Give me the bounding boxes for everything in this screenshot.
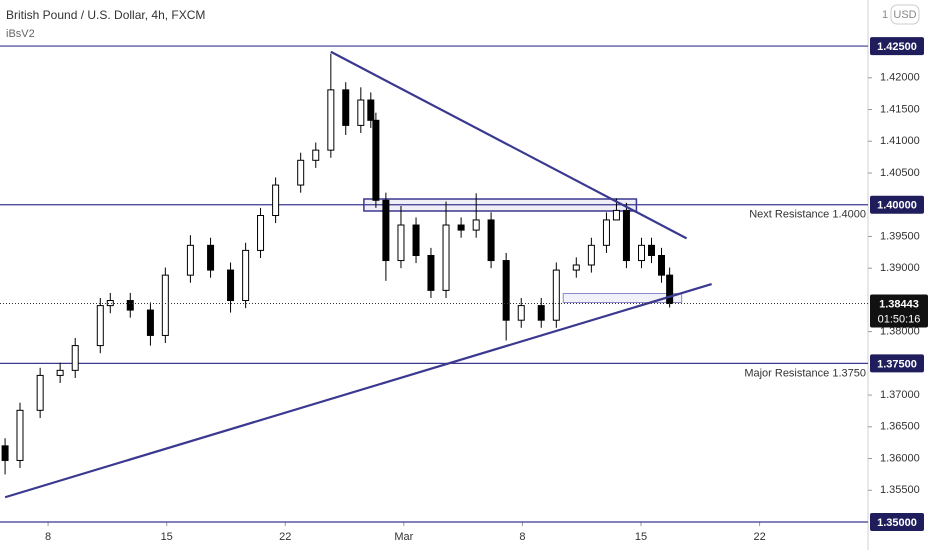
- candle-body: [517, 305, 525, 321]
- trendline: [330, 50, 688, 240]
- y-tick-label: 1.40500: [880, 167, 920, 179]
- y-tick-label: 1.41000: [880, 135, 920, 147]
- candle-body: [537, 305, 545, 321]
- level-label-box: [870, 37, 924, 56]
- candle-body: [272, 184, 280, 217]
- candle-body: [161, 274, 169, 336]
- candle-body: [602, 219, 610, 246]
- candle-body: [658, 254, 666, 276]
- candle-body: [312, 149, 320, 161]
- x-tick-label: 8: [519, 531, 525, 543]
- range-box: [363, 198, 638, 212]
- candle-body: [146, 309, 154, 336]
- x-tick-label: 22: [753, 531, 765, 543]
- candle-body: [106, 300, 114, 307]
- y-tick-label: 1.36500: [880, 421, 920, 433]
- candle-body: [367, 99, 375, 121]
- candle-body: [342, 89, 350, 126]
- candle-body: [227, 269, 235, 302]
- last-price-box: [870, 294, 928, 328]
- level-annotation: Next Resistance 1.4000: [749, 209, 866, 221]
- y-tick-label: 1.38000: [880, 326, 920, 338]
- level-label-box: [870, 513, 924, 531]
- y-tick-label: 1.39500: [880, 230, 920, 242]
- y-tick-label: 1.36000: [880, 452, 920, 464]
- y-tick-label: 1.37000: [880, 389, 920, 401]
- candle-body: [357, 99, 365, 126]
- x-tick-label: 8: [45, 531, 51, 543]
- scale-label: 1: [882, 9, 888, 21]
- candle-body: [638, 244, 646, 262]
- level-label: 1.40000: [877, 200, 917, 212]
- candle-body: [56, 369, 64, 376]
- candle-body: [412, 224, 420, 256]
- candle-body: [648, 244, 656, 256]
- x-tick-label: 15: [635, 531, 647, 543]
- x-tick-label: 22: [279, 531, 291, 543]
- candle-body: [186, 244, 194, 276]
- candle-body: [427, 254, 435, 291]
- currency-label[interactable]: USD: [893, 9, 916, 21]
- candle-body: [1, 445, 9, 461]
- level-label-box: [870, 195, 924, 214]
- candle-body: [327, 89, 335, 151]
- candle-body: [442, 224, 450, 291]
- y-tick-label: 1.42000: [880, 72, 920, 84]
- candle-body: [502, 260, 510, 321]
- candle-body: [397, 224, 405, 262]
- level-label: 1.42500: [877, 41, 917, 53]
- last-price-label: 1.38443: [879, 298, 919, 310]
- candle-body: [622, 209, 630, 262]
- candle-body: [472, 219, 480, 231]
- y-tick-label: 1.41500: [880, 103, 920, 115]
- candle-body: [457, 224, 465, 231]
- level-label: 1.37500: [877, 358, 917, 370]
- candle-body: [552, 269, 560, 321]
- candle-body: [587, 244, 595, 266]
- candle-body: [207, 244, 215, 271]
- candle-body: [96, 305, 104, 347]
- candle-body: [36, 374, 44, 411]
- candle-body: [126, 300, 134, 311]
- indicator-name: iBsV2: [6, 28, 35, 40]
- candle-body: [382, 199, 390, 262]
- level-label-box: [870, 354, 924, 373]
- range-box: [562, 293, 683, 303]
- candle-body: [297, 159, 305, 186]
- level-annotation: Major Resistance 1.3750: [744, 367, 866, 379]
- countdown-label: 01:50:16: [878, 313, 921, 325]
- trendline: [4, 282, 712, 499]
- level-label: 1.35000: [877, 517, 917, 529]
- candle-body: [572, 264, 580, 271]
- candle-body: [257, 215, 265, 251]
- x-tick-label: Mar: [394, 531, 413, 543]
- candle-body: [372, 119, 380, 201]
- candle-body: [242, 249, 250, 302]
- x-tick-label: 15: [161, 531, 173, 543]
- y-tick-label: 1.39000: [880, 262, 920, 274]
- candle-body: [487, 219, 495, 262]
- candle-body: [666, 274, 674, 305]
- currency-button[interactable]: [890, 4, 920, 25]
- y-tick-label: 1.35500: [880, 484, 920, 496]
- candle-body: [71, 345, 79, 371]
- chart-title: British Pound / U.S. Dollar, 4h, FXCM: [6, 8, 205, 22]
- candle-body: [16, 409, 24, 461]
- candle-body: [612, 209, 620, 221]
